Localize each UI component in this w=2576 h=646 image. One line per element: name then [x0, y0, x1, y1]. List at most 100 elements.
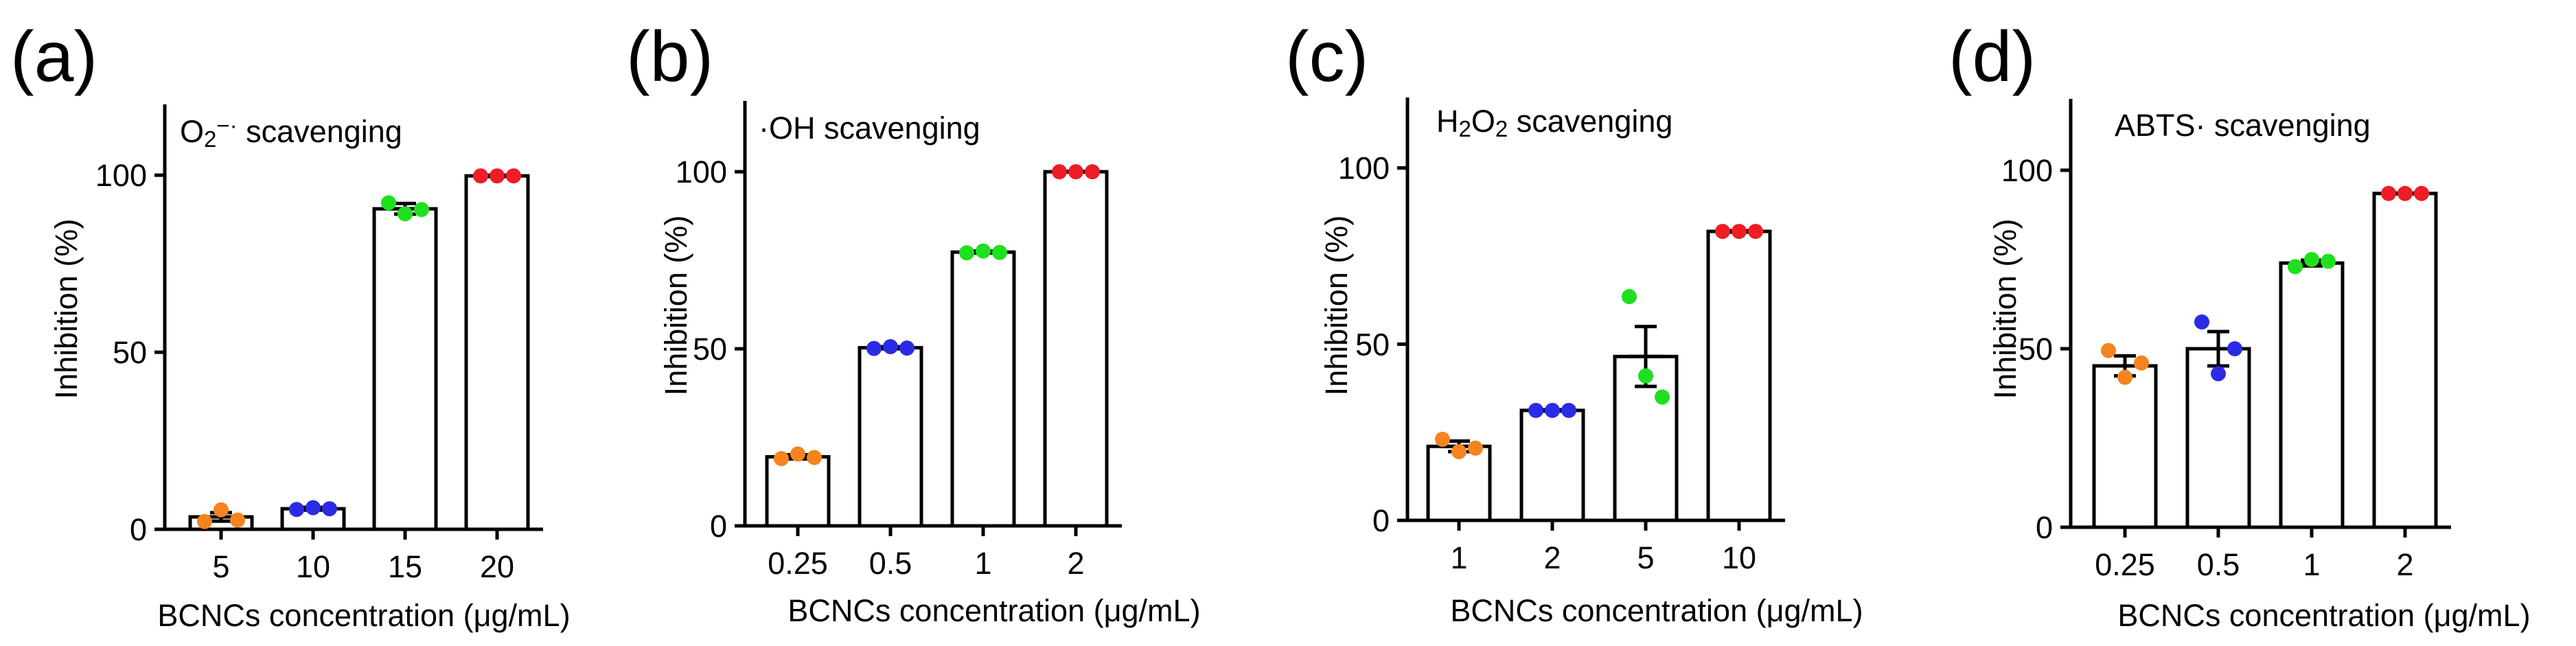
x-tick-label: 5	[212, 549, 229, 584]
panel-c-title-part: 2	[1495, 116, 1508, 141]
panel-d-ylabel: Inhibition (%)	[1988, 219, 2023, 400]
x-tick-label: 20	[480, 549, 514, 584]
panel-b-title-part: ·OH scavenging	[759, 111, 980, 146]
data-point	[214, 502, 229, 518]
panel-d-title: ABTS· scavenging	[2115, 108, 2371, 143]
data-point	[1435, 431, 1450, 447]
panel-c: (c) H2O2 scavenging Inhibition (%) BCNCs…	[1285, 17, 1863, 628]
panel-c-ylabel: Inhibition (%)	[1319, 216, 1354, 396]
data-point	[1468, 440, 1483, 456]
data-point	[2211, 366, 2226, 382]
bar	[950, 250, 1016, 528]
y-tick-label: 50	[113, 335, 147, 370]
data-point	[2101, 343, 2116, 358]
panel-c-xlabel: BCNCs concentration (μg/mL)	[1450, 593, 1863, 628]
data-point	[490, 168, 505, 184]
x-tick-label: 1	[2303, 547, 2320, 582]
data-point	[2397, 185, 2413, 201]
bar	[372, 207, 438, 531]
x-tick-label: 0.25	[768, 546, 828, 581]
data-point	[2414, 185, 2429, 201]
y-tick-label: 100	[95, 158, 147, 193]
x-tick-label: 10	[296, 549, 330, 584]
data-point	[2288, 259, 2303, 275]
panel-a: (a) O2−· scavenging Inhibition (%) BCNCs…	[10, 17, 571, 633]
data-point	[1528, 402, 1543, 418]
panel-d: (d) ABTS· scavenging Inhibition (%) BCNC…	[1948, 17, 2531, 633]
data-point	[473, 168, 488, 184]
data-point	[959, 245, 974, 261]
data-point	[1561, 402, 1576, 418]
data-point	[306, 500, 321, 516]
data-point	[1085, 164, 1100, 180]
panel-c-title-part: 2	[1459, 116, 1471, 141]
data-point	[2194, 314, 2209, 330]
data-point	[398, 206, 413, 222]
x-tick-label: 0.25	[2095, 547, 2155, 582]
data-point	[1052, 164, 1067, 180]
data-point	[197, 514, 212, 529]
x-tick-label: 2	[1543, 540, 1561, 575]
panel-d-letter: (d)	[1948, 17, 2036, 97]
panel-a-title-part: −·	[216, 113, 237, 138]
data-point	[992, 244, 1007, 260]
y-tick-label: 50	[1355, 327, 1390, 362]
data-point	[899, 341, 915, 356]
data-point	[790, 446, 805, 462]
data-point	[2227, 341, 2242, 356]
bar	[765, 454, 831, 528]
y-tick-label: 0	[2036, 510, 2053, 545]
data-point	[774, 450, 789, 466]
panel-c-plot: 0 50 100 1 2 5 10	[1338, 97, 1785, 575]
panel-a-title-part: O	[180, 114, 204, 149]
data-point	[1655, 389, 1670, 405]
bar	[464, 174, 530, 531]
data-point	[1622, 289, 1637, 305]
data-point	[976, 243, 991, 259]
data-point	[883, 338, 898, 354]
panel-c-title-part: O	[1471, 104, 1495, 139]
data-point	[2321, 253, 2336, 269]
x-tick-label: 2	[2396, 547, 2413, 582]
data-point	[866, 341, 882, 356]
y-tick-label: 100	[2001, 153, 2053, 188]
data-point	[414, 202, 429, 218]
data-point	[230, 512, 245, 528]
data-point	[381, 195, 396, 211]
panel-b-plot: 0 50 100 0.25 0.5 1 2	[676, 101, 1122, 581]
panel-a-plot: 0 50 100 5 10 15 20	[95, 104, 543, 584]
bar	[1519, 408, 1585, 522]
data-point	[1732, 224, 1747, 240]
bar	[858, 346, 923, 528]
data-point	[2381, 185, 2396, 201]
data-point	[1545, 402, 1560, 418]
x-tick-label: 15	[388, 549, 422, 584]
panel-a-xlabel: BCNCs concentration (μg/mL)	[157, 598, 570, 633]
x-tick-label: 10	[1722, 540, 1756, 575]
bar	[2279, 261, 2345, 529]
y-tick-label: 0	[130, 512, 147, 547]
panel-b-title: ·OH scavenging	[759, 111, 980, 146]
panel-b-xlabel: BCNCs concentration (μg/mL)	[787, 593, 1200, 628]
panel-a-title: O2−· scavenging	[180, 113, 402, 152]
panel-a-title-part: 2	[204, 126, 216, 152]
data-point	[807, 450, 822, 465]
x-tick-label: 1	[974, 546, 991, 581]
panel-c-title-part: scavenging	[1508, 104, 1672, 139]
data-point	[506, 168, 521, 184]
data-point	[1451, 443, 1467, 459]
panel-b: (b) ·OH scavenging Inhibition (%) BCNCs …	[626, 17, 1201, 628]
y-tick-label: 100	[1338, 151, 1390, 186]
panel-c-title: H2O2 scavenging	[1436, 104, 1672, 141]
y-tick-label: 0	[1372, 503, 1390, 538]
data-point	[289, 502, 304, 518]
x-tick-label: 2	[1067, 546, 1084, 581]
y-tick-label: 50	[693, 332, 727, 367]
panel-b-letter: (b)	[626, 17, 713, 97]
data-point	[1715, 224, 1730, 240]
data-point	[2304, 252, 2319, 267]
panel-a-title-part: scavenging	[238, 114, 402, 149]
panel-c-letter: (c)	[1285, 17, 1368, 97]
data-point	[1068, 164, 1083, 180]
